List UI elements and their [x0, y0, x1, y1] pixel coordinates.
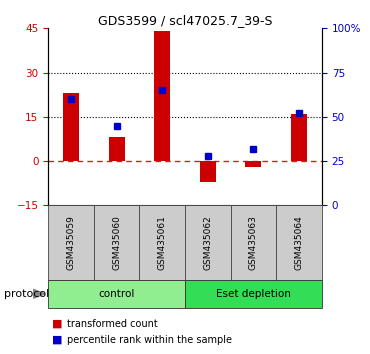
Bar — [108, 137, 125, 161]
Text: GSM435063: GSM435063 — [249, 215, 258, 270]
Text: GSM435059: GSM435059 — [67, 215, 75, 270]
Text: percentile rank within the sample: percentile rank within the sample — [67, 335, 232, 345]
Bar — [276, 205, 322, 280]
Text: ■: ■ — [52, 319, 62, 329]
Bar — [94, 205, 139, 280]
Bar — [48, 205, 94, 280]
Text: control: control — [98, 289, 135, 299]
Bar — [154, 31, 170, 161]
Title: GDS3599 / scl47025.7_39-S: GDS3599 / scl47025.7_39-S — [98, 14, 272, 27]
Text: transformed count: transformed count — [67, 319, 157, 329]
Text: protocol: protocol — [4, 289, 49, 299]
Text: GSM435060: GSM435060 — [112, 215, 121, 270]
Bar — [200, 161, 216, 182]
Text: Eset depletion: Eset depletion — [216, 289, 291, 299]
Text: GSM435062: GSM435062 — [204, 215, 212, 270]
Bar — [245, 161, 262, 167]
Polygon shape — [33, 289, 45, 298]
Bar — [185, 280, 322, 308]
Bar — [291, 114, 307, 161]
Text: GSM435061: GSM435061 — [158, 215, 166, 270]
Text: GSM435064: GSM435064 — [295, 215, 303, 270]
Bar — [231, 205, 276, 280]
Bar — [185, 205, 231, 280]
Bar — [139, 205, 185, 280]
Bar — [63, 93, 79, 161]
Text: ■: ■ — [52, 335, 62, 345]
Bar — [48, 280, 185, 308]
